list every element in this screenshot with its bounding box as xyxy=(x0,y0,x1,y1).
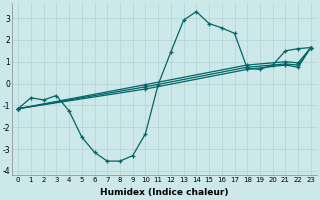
X-axis label: Humidex (Indice chaleur): Humidex (Indice chaleur) xyxy=(100,188,229,197)
